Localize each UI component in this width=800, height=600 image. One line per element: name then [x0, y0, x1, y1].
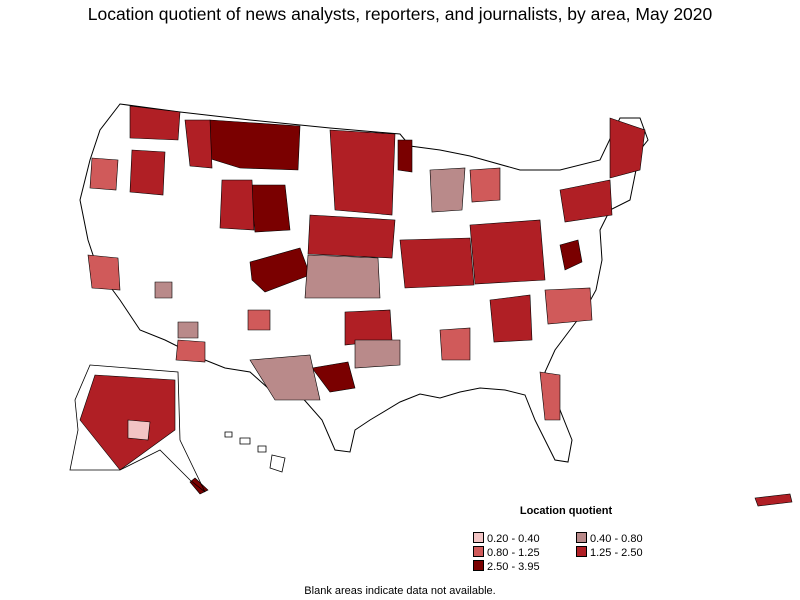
legend-item-1-25-2-50: 1.25 - 2.50: [576, 546, 643, 559]
area-hawaii: [754, 493, 793, 507]
legend-item-0-80-1-25: 0.80 - 1.25: [473, 546, 540, 559]
area-new-mexico: [247, 309, 271, 331]
area-michigan: [469, 167, 501, 203]
legend-swatch: [576, 532, 587, 543]
area-montana: [207, 119, 301, 171]
legend-swatch: [576, 546, 587, 557]
area-wyoming: [219, 179, 255, 231]
legend-label: 0.80 - 1.25: [487, 547, 540, 559]
area-virginia: [559, 239, 583, 271]
area-arizona-south: [177, 321, 199, 339]
area-great-lakes: [429, 167, 466, 213]
area-northeast: [559, 179, 613, 223]
area-kansas: [304, 254, 381, 299]
legend-swatch: [473, 560, 484, 571]
lq-areas: [79, 105, 793, 507]
area-ohio-valley: [469, 219, 546, 285]
legend-item-0-40-0-80: 0.40 - 0.80: [576, 532, 643, 545]
area-washington-north: [129, 105, 181, 141]
legend-label: 0.20 - 0.40: [487, 533, 540, 545]
area-arkansas: [354, 339, 401, 369]
legend-title: Location quotient: [519, 505, 613, 517]
hawaii-islands: [224, 431, 286, 473]
area-nevada-utah: [154, 281, 173, 299]
area-oregon-central: [129, 149, 166, 196]
legend-swatch: [473, 546, 484, 557]
area-florida: [539, 371, 561, 421]
area-new-england: [609, 117, 646, 179]
area-alaska-interior: [127, 419, 151, 441]
legend-label: 2.50 - 3.95: [487, 561, 540, 573]
map-title: Location quotient of news analysts, repo…: [87, 4, 713, 24]
area-north-dakota-east: [397, 139, 413, 173]
legend-label: 0.40 - 0.80: [590, 533, 643, 545]
legend-label: 1.25 - 2.50: [590, 547, 643, 559]
area-dakotas-central: [329, 129, 396, 216]
area-colorado: [249, 247, 311, 293]
footnote: Blank areas indicate data not available.: [304, 585, 496, 597]
area-arizona: [175, 339, 206, 363]
area-carolinas: [544, 287, 593, 325]
area-california-north: [87, 254, 121, 291]
area-alaska-se: [189, 477, 209, 495]
area-southeast: [489, 294, 533, 343]
legend-item-2-50-3-95: 2.50 - 3.95: [473, 560, 540, 573]
area-oregon-west: [89, 157, 119, 191]
legend-swatch: [473, 532, 484, 543]
area-missouri-illinois: [399, 237, 475, 289]
area-wyoming-east: [249, 184, 291, 233]
legend-item-0-20-0-40: 0.20 - 0.40: [473, 532, 540, 545]
area-alaska-main: [79, 374, 176, 471]
area-texas-west: [249, 354, 321, 401]
area-nebraska: [307, 214, 396, 259]
area-georgia: [439, 327, 471, 361]
area-texas-central: [311, 361, 356, 393]
area-idaho-montana: [184, 119, 213, 169]
alaska-outline: [69, 364, 206, 493]
